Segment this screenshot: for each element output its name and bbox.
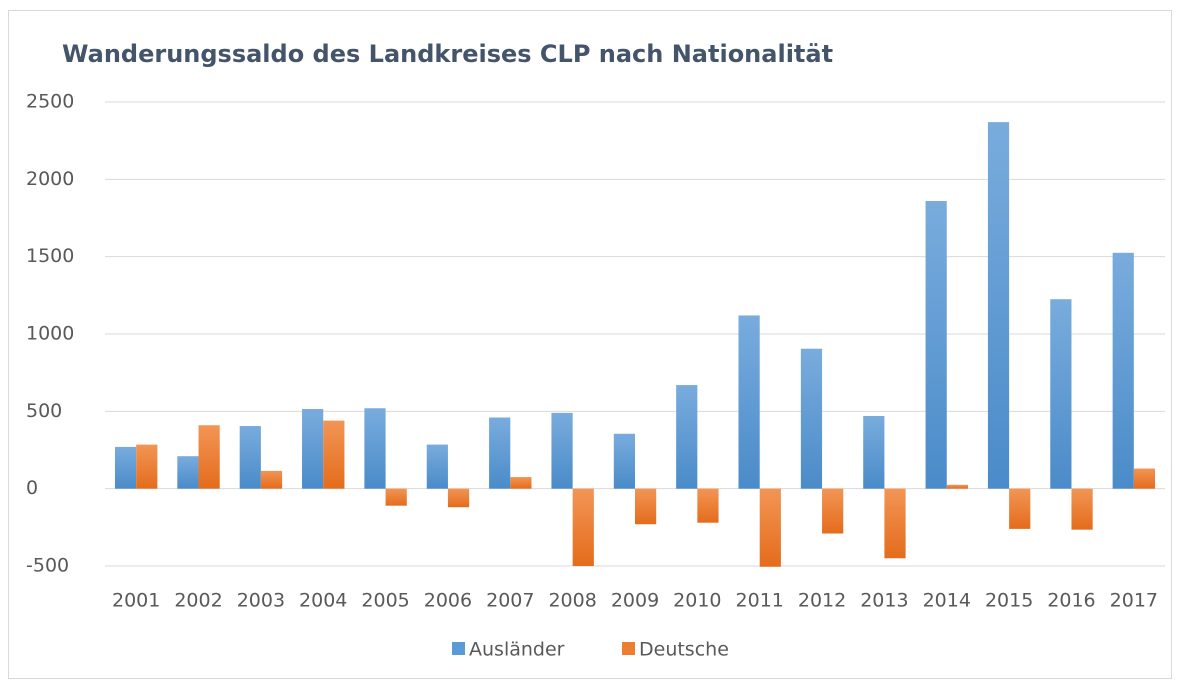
bar xyxy=(635,488,657,525)
bar xyxy=(551,412,573,489)
bar xyxy=(925,200,947,489)
bar xyxy=(613,433,635,489)
bar xyxy=(136,444,158,489)
x-tick-label: 2003 xyxy=(237,590,285,612)
bar xyxy=(239,426,261,489)
x-tick-label: 2002 xyxy=(174,590,222,612)
x-tick-label: 2005 xyxy=(361,590,409,612)
bar xyxy=(426,444,448,489)
bar xyxy=(323,420,345,489)
bar xyxy=(1009,488,1031,529)
bar xyxy=(676,385,698,489)
bar xyxy=(489,417,511,489)
chart-title: Wanderungssaldo des Landkreises CLP nach… xyxy=(62,40,833,68)
bar xyxy=(946,484,968,489)
bar xyxy=(822,488,844,534)
bar xyxy=(1133,468,1156,489)
x-tick-label: 2016 xyxy=(1047,590,1095,612)
bar xyxy=(260,470,283,489)
chart-border xyxy=(8,10,1172,679)
y-tick-label: -500 xyxy=(26,555,69,577)
y-tick-label: 500 xyxy=(26,400,62,422)
bar xyxy=(385,488,407,506)
x-tick-label: 2013 xyxy=(860,590,908,612)
bar xyxy=(114,446,137,489)
legend-swatch xyxy=(622,642,635,655)
legend-label: Ausländer xyxy=(469,639,565,661)
bar xyxy=(884,488,906,559)
x-tick-label: 2007 xyxy=(486,590,534,612)
x-tick-label: 2017 xyxy=(1110,590,1158,612)
y-tick-label: 1000 xyxy=(26,323,74,345)
bar xyxy=(697,488,719,523)
x-tick-label: 2006 xyxy=(424,590,472,612)
y-tick-label: 0 xyxy=(26,477,38,499)
y-tick-label: 2000 xyxy=(26,168,74,190)
bar xyxy=(800,348,823,489)
bar xyxy=(987,122,1010,489)
bar xyxy=(198,425,220,489)
x-tick-label: 2011 xyxy=(736,590,784,612)
legend-label: Deutsche xyxy=(639,639,729,661)
x-tick-label: 2001 xyxy=(112,590,160,612)
bar xyxy=(364,408,386,489)
bar xyxy=(863,415,885,489)
bar xyxy=(1050,299,1072,489)
bar xyxy=(447,488,470,508)
bar xyxy=(1112,252,1134,489)
bar xyxy=(1071,488,1093,530)
x-tick-label: 2009 xyxy=(611,590,659,612)
legend-swatch xyxy=(452,642,465,655)
bar xyxy=(177,456,199,489)
bar xyxy=(510,477,532,489)
bar xyxy=(572,488,594,566)
bar xyxy=(738,315,760,489)
bar xyxy=(302,409,324,489)
y-tick-label: 1500 xyxy=(26,245,74,267)
x-tick-label: 2012 xyxy=(798,590,846,612)
bar xyxy=(759,488,781,567)
x-tick-label: 2015 xyxy=(985,590,1033,612)
x-tick-label: 2004 xyxy=(299,590,347,612)
x-tick-label: 2014 xyxy=(923,590,971,612)
x-tick-label: 2010 xyxy=(673,590,721,612)
y-tick-label: 2500 xyxy=(26,91,74,113)
x-tick-label: 2008 xyxy=(548,590,596,612)
